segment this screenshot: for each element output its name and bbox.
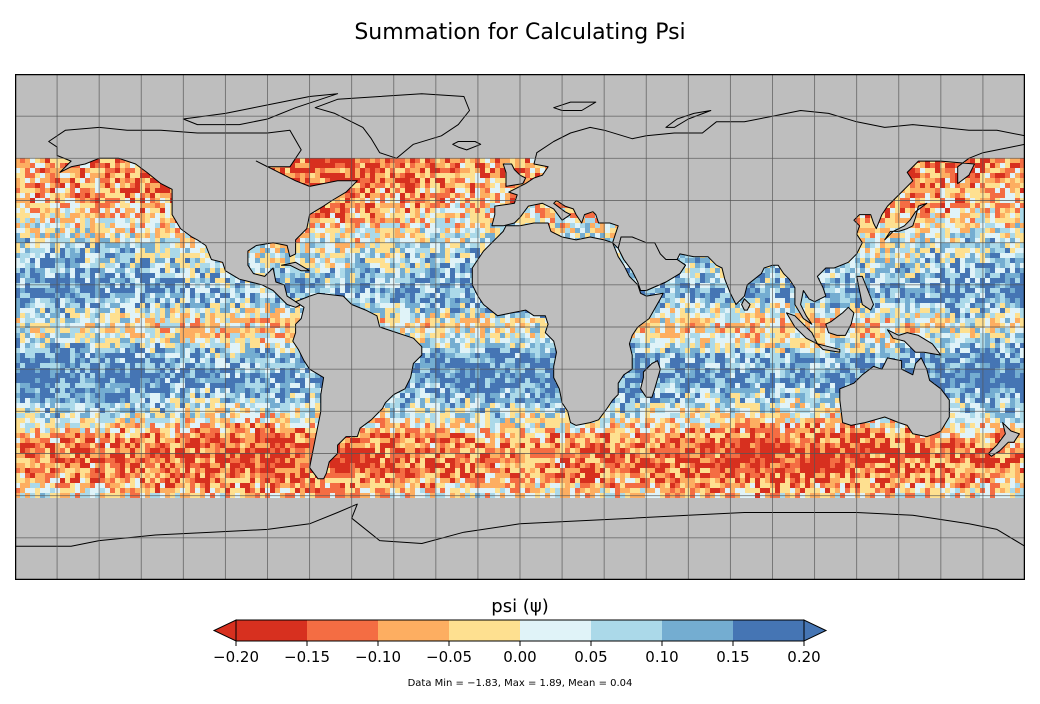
land-eurasia bbox=[491, 110, 1025, 325]
land-madagascar bbox=[640, 360, 661, 398]
land-sri-lanka bbox=[741, 298, 751, 311]
land-indonesia-java bbox=[816, 343, 841, 353]
land-cuba bbox=[281, 261, 311, 272]
colorbar-tick-label: 0.05 bbox=[574, 648, 607, 666]
colorbar: −0.20 −0.15 −0.10 −0.05 0.00 0.05 0.10 0.15 0.20 bbox=[200, 615, 840, 675]
land-svalbard bbox=[553, 101, 597, 111]
colorbar-tick-label: 0.00 bbox=[503, 648, 536, 666]
data-stats: Data Min = −1.83, Max = 1.89, Mean = 0.0… bbox=[407, 678, 633, 689]
colorbar-tick-label: 0.15 bbox=[716, 648, 749, 666]
colorbar-bin bbox=[662, 620, 733, 641]
land-south-america bbox=[292, 292, 423, 480]
land-australia bbox=[839, 357, 950, 438]
colorbar-tick-label: −0.20 bbox=[213, 648, 259, 666]
colorbar-canvas: −0.20 −0.15 −0.10 −0.05 0.00 0.05 0.10 0.15 0.20 bbox=[212, 619, 828, 666]
map-frame bbox=[15, 74, 1025, 580]
world-map bbox=[15, 74, 1025, 580]
land-iceland bbox=[452, 141, 482, 151]
land-arabia-fill bbox=[617, 236, 686, 291]
colorbar-tick-label: −0.15 bbox=[284, 648, 330, 666]
colorbar-extend-high bbox=[803, 619, 828, 642]
map-canvas bbox=[15, 74, 1025, 580]
map-title: Summation for Calculating Psi bbox=[354, 20, 686, 45]
colorbar-bin bbox=[378, 620, 449, 641]
colorbar-tick-label: −0.05 bbox=[426, 648, 472, 666]
colorbar-tick-label: 0.20 bbox=[787, 648, 820, 666]
colorbar-bin bbox=[591, 620, 662, 641]
colorbar-extend-low bbox=[212, 619, 237, 642]
colorbar-tick-label: 0.10 bbox=[645, 648, 678, 666]
colorbar-bin bbox=[520, 620, 591, 641]
colorbar-title: psi (ψ) bbox=[491, 596, 549, 617]
land-borneo bbox=[825, 306, 855, 336]
colorbar-tick-label: −0.10 bbox=[355, 648, 401, 666]
land-new-zealand bbox=[988, 422, 1020, 457]
colorbar-bin bbox=[307, 620, 378, 641]
colorbar-bin bbox=[236, 620, 307, 641]
colorbar-bin bbox=[733, 620, 804, 641]
lat-lon-grid bbox=[15, 74, 1025, 580]
colorbar-bin bbox=[449, 620, 520, 641]
